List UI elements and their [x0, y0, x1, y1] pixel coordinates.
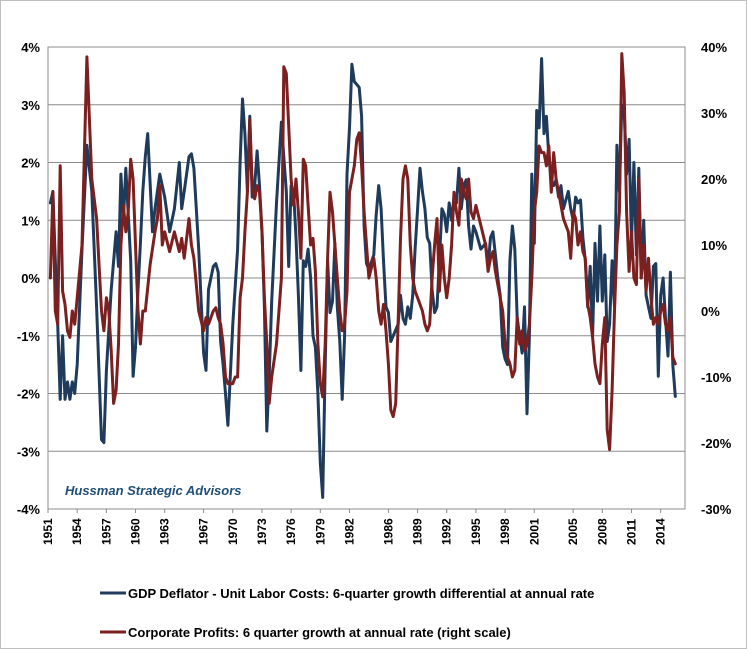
x-tick-label: 2008 — [595, 518, 609, 545]
y-left-tick-label: -4% — [17, 502, 41, 517]
x-tick-label: 1995 — [469, 518, 483, 545]
series-line-corporate-profits — [48, 52, 677, 452]
x-tick-label: 1963 — [158, 518, 172, 545]
y-right-tick-label: 30% — [701, 106, 727, 121]
legend-label-corporate-profits: Corporate Profits: 6 quarter growth at a… — [128, 625, 511, 640]
x-tick-label: 1998 — [498, 518, 512, 545]
x-tick-label: 1960 — [129, 518, 143, 545]
y-right-tick-label: 40% — [701, 40, 727, 55]
y-left-tick-label: 3% — [21, 98, 40, 113]
y-left-tick-label: 0% — [21, 271, 40, 286]
x-tick-label: 1967 — [197, 518, 211, 545]
x-tick-label: 1957 — [99, 518, 113, 545]
y-right-tick-label: -10% — [701, 370, 732, 385]
x-tick-label: 1970 — [226, 518, 240, 545]
x-tick-label: 1951 — [41, 518, 55, 545]
watermark-label: Hussman Strategic Advisors — [65, 483, 242, 498]
y-left-tick-label: -2% — [17, 387, 41, 402]
x-tick-label: 1982 — [342, 518, 356, 545]
x-tick-label: 2011 — [625, 519, 639, 545]
y-right-tick-label: 10% — [701, 238, 727, 253]
legend: GDP Deflator - Unit Labor Costs: 6-quart… — [100, 586, 594, 640]
x-tick-label: 1986 — [381, 518, 395, 545]
x-tick-label: 1976 — [284, 518, 298, 545]
x-tick-label: 2014 — [654, 518, 668, 545]
y-right-tick-label: -30% — [701, 502, 732, 517]
y-left-tick-label: -1% — [17, 329, 41, 344]
x-tick-label: 1989 — [411, 518, 425, 545]
x-tick-label: 1954 — [70, 518, 84, 545]
x-tick-label: 1992 — [440, 518, 454, 545]
y-right-tick-label: 0% — [701, 304, 720, 319]
legend-label-gdp-deflator: GDP Deflator - Unit Labor Costs: 6-quart… — [128, 586, 594, 601]
x-tick-label: 2005 — [566, 518, 580, 545]
y-left-tick-label: -3% — [17, 444, 41, 459]
y-right-tick-label: -20% — [701, 436, 732, 451]
series-line-gdp-deflator — [48, 57, 677, 499]
y-left-tick-label: 2% — [21, 156, 40, 171]
y-left-tick-label: 1% — [21, 213, 40, 228]
x-tick-label: 2001 — [527, 518, 541, 545]
y-left-tick-label: 4% — [21, 40, 40, 55]
y-right-tick-label: 20% — [701, 172, 727, 187]
x-tick-label: 1973 — [255, 518, 269, 545]
x-tick-label: 1979 — [313, 518, 327, 545]
